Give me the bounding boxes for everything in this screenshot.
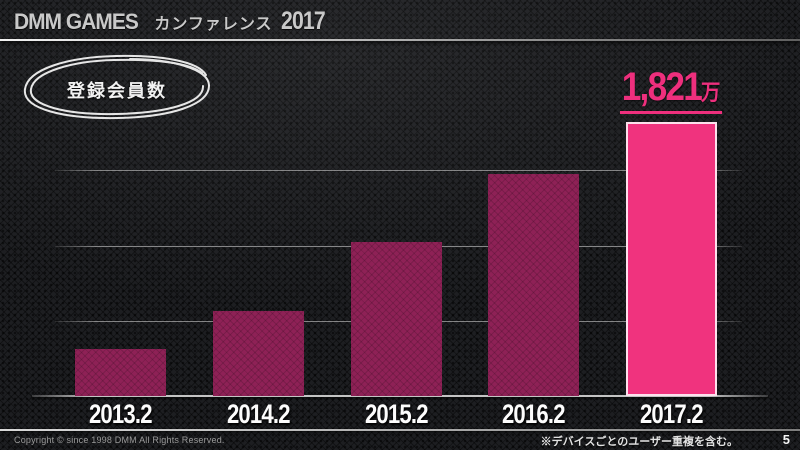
value-annotation: 1,821万 <box>599 67 745 114</box>
page-number: 5 <box>782 432 790 447</box>
footer-divider <box>0 429 800 431</box>
x-axis-line <box>32 395 768 397</box>
bar-group-2017.2: 2017.2 1,821万 <box>620 67 723 429</box>
annotation-unit: 万 <box>701 80 721 105</box>
hand-drawn-ellipse-icon <box>23 54 211 120</box>
gridline <box>55 170 742 171</box>
event-year: 2017 <box>280 7 326 35</box>
copyright-text: Copyright © since 1998 DMM All Rights Re… <box>14 435 225 445</box>
chart-title: 登録会員数 <box>67 81 167 101</box>
bar-group-2015.2: 2015.2 <box>350 86 442 429</box>
x-axis-label: 2017.2 <box>640 399 704 429</box>
brand-logo: DMM GAMES <box>14 9 139 34</box>
x-axis-label: 2014.2 <box>226 399 291 429</box>
bar <box>75 349 166 396</box>
bar <box>212 311 304 396</box>
x-axis-label: 2013.2 <box>89 399 153 429</box>
header: DMM GAMES カンファレンス 2017 <box>0 0 800 42</box>
bar-group-2013.2: 2013.2 <box>75 86 166 429</box>
bar <box>350 242 442 396</box>
bar-chart: 2013.2 2014.2 2015.2 2016.2 2017.2 1,821万 <box>75 67 723 429</box>
bar <box>488 174 580 396</box>
chart-title-badge: 登録会員数 <box>20 53 214 121</box>
event-name: カンファレンス <box>154 16 273 33</box>
highlighted-bar <box>626 122 717 396</box>
bar-group-2014.2: 2014.2 <box>212 86 304 429</box>
bar-group-2016.2: 2016.2 <box>488 86 580 429</box>
x-axis-label: 2015.2 <box>364 399 429 429</box>
value-annotation-text: 1,821万 <box>620 65 723 114</box>
annotation-number: 1,821 <box>622 65 703 109</box>
header-divider <box>0 39 800 41</box>
slide-title: DMM GAMES カンファレンス 2017 <box>14 7 332 36</box>
x-axis-label: 2016.2 <box>502 399 566 429</box>
footnote-text: ※デバイスごとのユーザー重複を含む。 <box>540 436 738 448</box>
